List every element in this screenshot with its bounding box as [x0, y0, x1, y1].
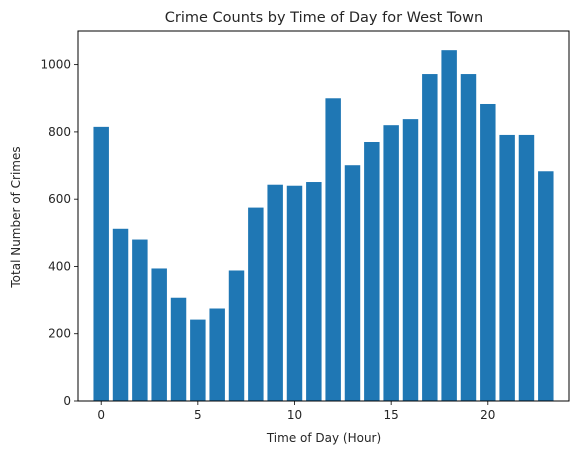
- x-ticks: 0 5 10 15 20: [97, 401, 495, 422]
- bar-hour-6: [209, 308, 225, 401]
- y-axis-label: Total Number of Crimes: [9, 146, 23, 288]
- bar-hour-14: [364, 142, 380, 401]
- bar-hour-16: [402, 119, 419, 402]
- y-tick-label: 800: [48, 125, 71, 139]
- plot-frame: [77, 30, 570, 402]
- y-tick-label: 600: [48, 192, 71, 206]
- bar-hour-18: [441, 50, 457, 401]
- bar-hour-11: [306, 182, 322, 401]
- bar-hour-13: [344, 165, 361, 401]
- x-tick-label: 10: [287, 408, 302, 422]
- bar-hour-17: [422, 74, 438, 402]
- bar-hour-12: [325, 98, 341, 401]
- x-tick-label: 20: [480, 408, 495, 422]
- bar-hour-4: [170, 297, 187, 401]
- bar-hour-3: [151, 268, 167, 401]
- bar-hour-15: [383, 125, 399, 401]
- y-tick-label: 0: [63, 394, 71, 408]
- bar-hour-8: [248, 207, 264, 401]
- bar-hour-2: [132, 239, 148, 401]
- bar-hour-10: [286, 185, 303, 401]
- y-tick-label: 400: [48, 259, 71, 273]
- bar-hour-7: [228, 270, 245, 401]
- chart-title: Crime Counts by Time of Day for West Tow…: [165, 10, 483, 26]
- bar-hour-21: [499, 134, 515, 401]
- x-tick-label: 15: [384, 408, 399, 422]
- bar-hour-20: [480, 103, 496, 401]
- y-ticks: 0 200 400 600 800 1000: [40, 58, 78, 408]
- bar-hour-9: [267, 184, 283, 401]
- y-tick-label: 1000: [40, 58, 71, 72]
- x-axis-label: Time of Day (Hour): [266, 431, 381, 445]
- x-tick-label: 0: [97, 408, 105, 422]
- bar-hour-0: [93, 126, 109, 401]
- bars-group: [93, 50, 554, 402]
- bar-hour-22: [518, 134, 535, 401]
- x-tick-label: 5: [194, 408, 202, 422]
- y-tick-label: 200: [48, 327, 71, 341]
- bar-hour-5: [190, 319, 206, 401]
- bar-hour-19: [460, 74, 477, 402]
- bar-hour-1: [112, 228, 129, 401]
- bar-hour-23: [538, 171, 554, 401]
